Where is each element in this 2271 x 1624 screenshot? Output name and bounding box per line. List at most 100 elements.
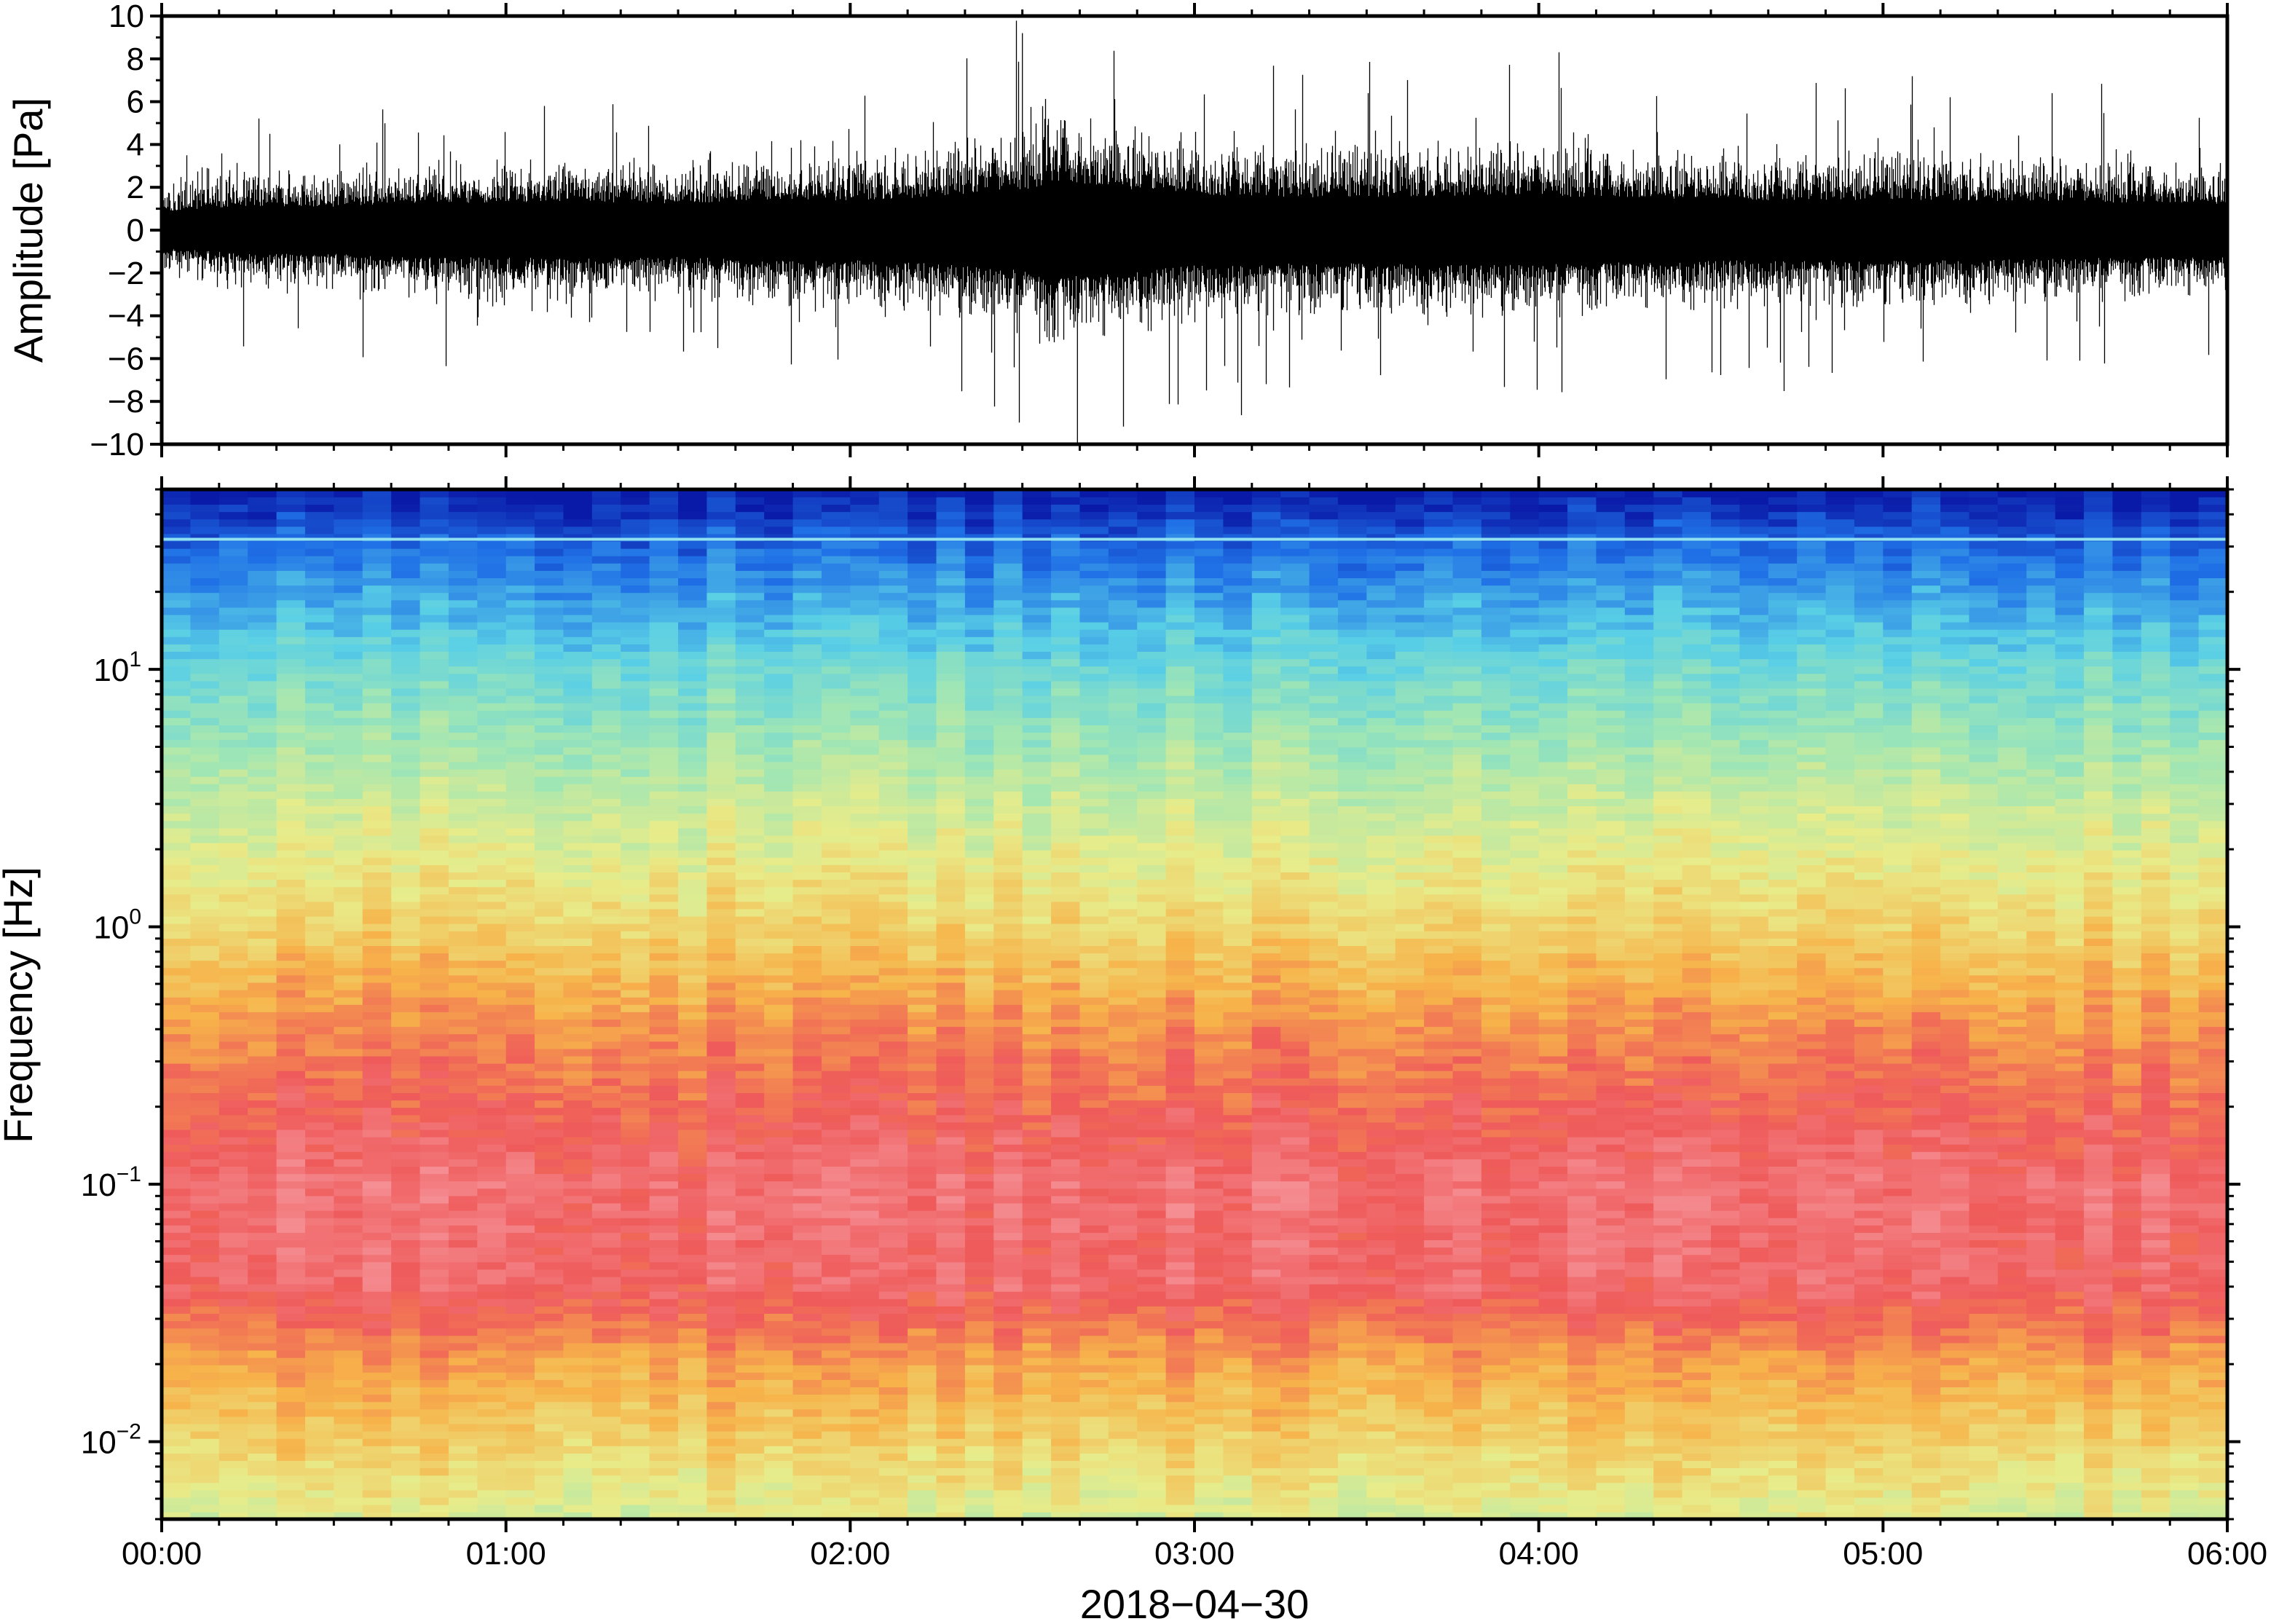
spectrogram-cell: [993, 1247, 1023, 1256]
spectrogram-cell: [1452, 1107, 1482, 1116]
spectrogram-cell: [477, 1423, 507, 1432]
spectrogram-cell: [1596, 1210, 1626, 1218]
spectrogram-cell: [1797, 1298, 1827, 1306]
spectrogram-cell: [1079, 1114, 1109, 1123]
spectrogram-cell: [334, 1430, 363, 1439]
spectrogram-cell: [707, 1122, 736, 1130]
spectrogram-cell: [190, 1048, 220, 1057]
spectrogram-cell: [1653, 1328, 1683, 1336]
spectrogram-cell: [1280, 1511, 1310, 1520]
spectrogram-cell: [2055, 1188, 2085, 1197]
spectrogram-cell: [1596, 1048, 1626, 1057]
spectrogram-cell: [304, 1504, 335, 1513]
spectrogram-cell: [1309, 1159, 1339, 1167]
spectrogram-cell: [1567, 1372, 1597, 1380]
spectrogram-cell: [1280, 1063, 1310, 1071]
spectrogram-cell: [1940, 1055, 1970, 1064]
spectrogram-cell: [1940, 1475, 1970, 1483]
spectrogram-cell: [1510, 1430, 1540, 1439]
spectrogram-cell: [1682, 1026, 1712, 1035]
spectrogram-cell: [2026, 1298, 2056, 1306]
spectrogram-cell: [1309, 1019, 1339, 1028]
spectrogram-cell: [1797, 1041, 1827, 1049]
spectrogram-cell: [1337, 1482, 1368, 1491]
spectrogram-cell: [420, 1364, 449, 1373]
spectrogram-cell: [391, 1078, 421, 1086]
spectrogram-cell: [1510, 1143, 1540, 1152]
spectrogram-cell: [391, 1114, 421, 1123]
spectrogram-cell: [1940, 1283, 1970, 1292]
spectrogram-cell: [1854, 1033, 1884, 1042]
spectrogram-cell: [1309, 1055, 1339, 1064]
spectrogram-cell: [850, 1100, 880, 1108]
spectrogram-cell: [2170, 1063, 2200, 1071]
spectrogram-cell: [420, 1408, 449, 1417]
spectrogram-cell: [304, 1100, 335, 1108]
spectrogram-cell: [2026, 1055, 2056, 1064]
spectrogram-cell: [1682, 1114, 1712, 1123]
spectrogram-cell: [2141, 1129, 2171, 1138]
spectrogram-cell: [563, 1195, 593, 1204]
spectrogram-cell: [649, 1482, 679, 1491]
spectrogram-cell: [477, 1019, 507, 1028]
spectrogram-cell: [1510, 1100, 1540, 1108]
spectrogram-cell: [1022, 1349, 1052, 1358]
spectrogram-cell: [2084, 1497, 2114, 1505]
spectrogram-cell: [477, 1504, 507, 1513]
spectrogram-cell: [1624, 1063, 1655, 1071]
spectrogram-cell: [1510, 1232, 1540, 1240]
spectrogram-cell: [1997, 1320, 2028, 1329]
spectrogram-cell: [535, 1041, 564, 1049]
spectrogram-cell: [1854, 1497, 1884, 1505]
spectrogram-cell: [1538, 1364, 1568, 1373]
spectrogram-cell: [678, 1276, 708, 1285]
spectrogram-cell: [735, 1497, 765, 1505]
spectrogram-cell: [1051, 1114, 1081, 1123]
spectrogram-cell: [1854, 1078, 1884, 1086]
spectrogram-cell: [448, 1122, 479, 1130]
spectrogram-cell: [993, 1173, 1023, 1182]
spectrogram-cell: [649, 1129, 679, 1138]
spectrogram-cell: [1739, 1048, 1769, 1057]
spectrogram-cell: [1997, 1497, 2028, 1505]
spectrogram-cell: [1538, 1269, 1568, 1277]
spectrogram-cell: [1309, 1085, 1339, 1093]
spectrogram-cell: [219, 1460, 248, 1469]
spectrogram-cell: [1711, 1232, 1741, 1240]
spectrogram-cell: [1653, 1019, 1683, 1028]
spectrogram-cell: [2055, 1202, 2085, 1211]
spectrogram-cell: [1969, 1335, 1999, 1344]
spectrogram-cell: [1825, 1033, 1855, 1042]
spectrogram-cell: [505, 1349, 535, 1358]
spectrogram-cell: [1194, 1070, 1224, 1079]
spectrogram-cell: [2141, 1328, 2171, 1336]
spectrogram-cell: [334, 1129, 363, 1138]
spectrogram-cell: [1624, 1092, 1655, 1101]
spectrogram-cell: [1452, 1151, 1482, 1159]
spectrogram-cell: [1797, 1114, 1827, 1123]
spectrogram-cell: [1567, 1453, 1597, 1461]
spectrogram-cell: [190, 1232, 220, 1240]
spectrogram-cell: [1854, 1114, 1884, 1123]
spectrogram-cell: [1969, 1269, 1999, 1277]
spectrogram-cell: [964, 1430, 995, 1439]
spectrogram-cell: [334, 1446, 363, 1454]
spectrogram-cell: [1911, 1313, 1941, 1322]
spectrogram-cell: [1711, 1511, 1741, 1520]
spectrogram-cell: [1481, 1188, 1511, 1197]
spectrogram-cell: [304, 1107, 335, 1116]
spectrogram-cell: [792, 1114, 822, 1123]
spectrogram-heatmap: [162, 489, 2228, 1520]
spectrogram-cell: [391, 1283, 421, 1292]
spectrogram-cell: [792, 1100, 822, 1108]
spectrogram-cell: [2055, 1401, 2085, 1410]
spectrogram-cell: [1739, 1217, 1769, 1226]
spectrogram-cell: [1452, 1290, 1482, 1299]
spectrogram-cell: [1366, 1276, 1396, 1285]
spectrogram-cell: [1624, 1261, 1655, 1270]
spectrogram-cell: [2170, 1188, 2200, 1197]
spectrogram-cell: [276, 1430, 306, 1439]
spectrogram-cell: [908, 1026, 937, 1035]
spectrogram-cell: [535, 1269, 564, 1277]
spectrogram-cell: [2055, 1460, 2085, 1469]
